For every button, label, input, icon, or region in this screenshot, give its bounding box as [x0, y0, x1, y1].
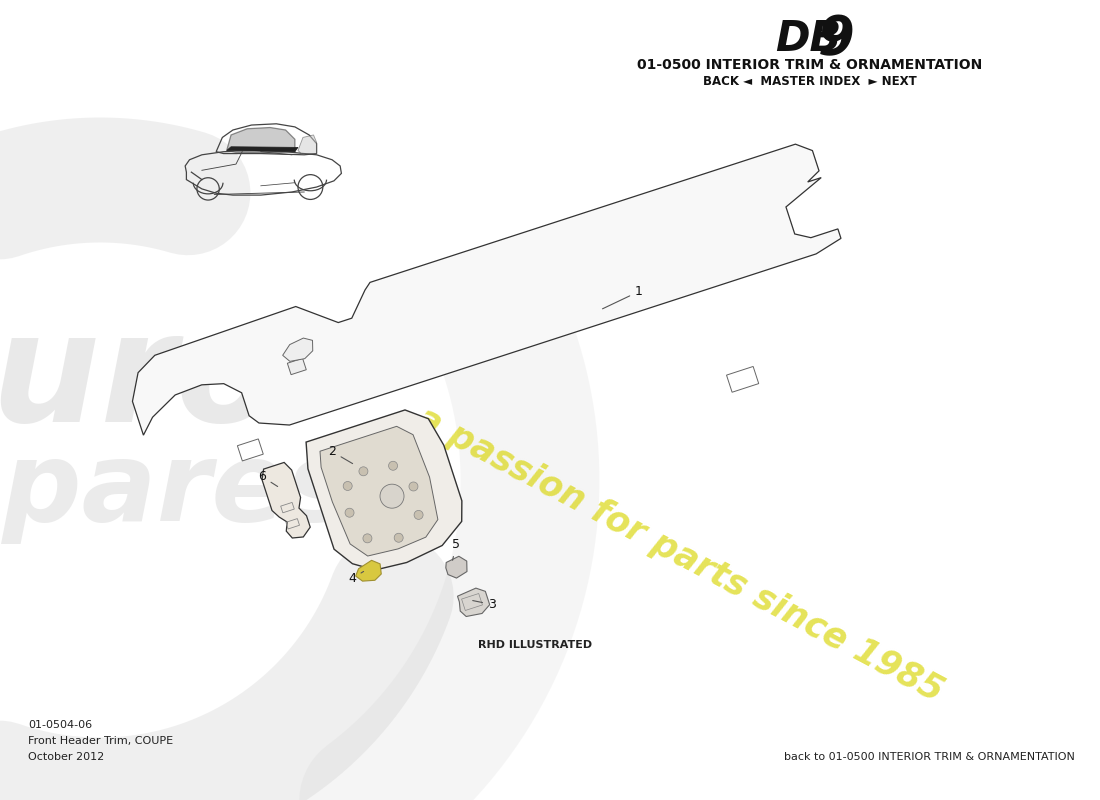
Polygon shape [298, 135, 317, 154]
Polygon shape [306, 410, 462, 570]
Polygon shape [262, 462, 310, 538]
Text: DB: DB [776, 18, 842, 60]
Text: 9: 9 [818, 13, 855, 65]
Text: 6: 6 [258, 470, 277, 486]
Text: Front Header Trim, COUPE: Front Header Trim, COUPE [28, 736, 173, 746]
Text: 4: 4 [348, 571, 364, 585]
Text: BACK ◄  MASTER INDEX  ► NEXT: BACK ◄ MASTER INDEX ► NEXT [703, 75, 917, 88]
Circle shape [363, 534, 372, 543]
Text: back to 01-0500 INTERIOR TRIM & ORNAMENTATION: back to 01-0500 INTERIOR TRIM & ORNAMENT… [784, 752, 1075, 762]
Circle shape [394, 534, 404, 542]
Text: 1: 1 [603, 285, 642, 309]
Polygon shape [446, 556, 468, 578]
Circle shape [409, 482, 418, 491]
Circle shape [414, 510, 424, 519]
Circle shape [388, 462, 397, 470]
Text: October 2012: October 2012 [28, 752, 105, 762]
Text: 2: 2 [328, 445, 353, 463]
Circle shape [359, 466, 367, 476]
Text: 3: 3 [473, 598, 496, 611]
Polygon shape [355, 560, 382, 581]
Text: spares: spares [0, 437, 353, 543]
Text: 5: 5 [452, 538, 460, 560]
Circle shape [345, 508, 354, 518]
Polygon shape [227, 127, 295, 153]
Polygon shape [132, 144, 842, 435]
Text: 01-0504-06: 01-0504-06 [28, 720, 92, 730]
Text: 01-0500 INTERIOR TRIM & ORNAMENTATION: 01-0500 INTERIOR TRIM & ORNAMENTATION [637, 58, 982, 72]
Circle shape [379, 484, 404, 508]
Polygon shape [227, 146, 298, 152]
Circle shape [343, 482, 352, 490]
Text: euro: euro [0, 306, 282, 454]
Polygon shape [287, 358, 306, 374]
Polygon shape [320, 426, 438, 556]
Polygon shape [458, 588, 490, 617]
Polygon shape [283, 338, 312, 362]
Text: RHD ILLUSTRATED: RHD ILLUSTRATED [477, 640, 592, 650]
Text: a passion for parts since 1985: a passion for parts since 1985 [411, 402, 949, 709]
